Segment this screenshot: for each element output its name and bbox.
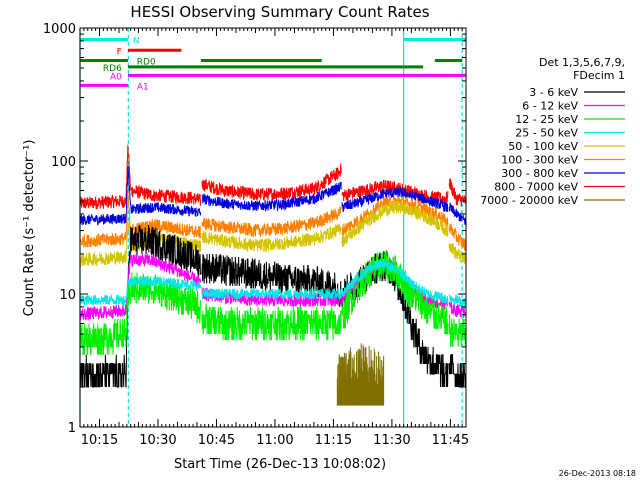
flag-label-3: RD6 bbox=[103, 64, 122, 74]
series-7-segment-3 bbox=[448, 293, 467, 309]
legend-item-label: 800 - 7000 keV bbox=[494, 181, 578, 194]
series-3-segment-1 bbox=[201, 223, 342, 253]
series-4-segment-0 bbox=[80, 224, 202, 388]
y-tick-label: 10 bbox=[59, 288, 76, 303]
x-tick-label: 11:30 bbox=[373, 433, 410, 448]
axes: 1 10 100 1000 10:15 10:30 10:45 11:00 11:15 11:30… bbox=[43, 22, 469, 448]
y-tick-label: 1 bbox=[68, 421, 76, 436]
series-0-segment-0 bbox=[79, 144, 202, 210]
series-6-segment-0 bbox=[79, 272, 202, 356]
legend-item-label: 3 - 6 keV bbox=[529, 86, 578, 99]
legend-item-label: 7000 - 20000 keV bbox=[480, 194, 578, 207]
x-tick-label: 10:15 bbox=[81, 433, 118, 448]
series-5-segment-3 bbox=[448, 301, 467, 319]
legend-item-label: 6 - 12 keV bbox=[522, 100, 578, 113]
series-3-segment-3 bbox=[448, 243, 467, 264]
legend-item-label: 50 - 100 keV bbox=[508, 140, 578, 153]
flag-label-1: F bbox=[117, 47, 122, 57]
series-6-segment-3 bbox=[448, 314, 467, 347]
chart-title: HESSI Observing Summary Count Rates bbox=[130, 3, 429, 21]
y-tick-label: 1000 bbox=[43, 22, 76, 37]
legend-item-label: 300 - 800 keV bbox=[501, 167, 578, 180]
legend-title: FDecim 1 bbox=[573, 69, 625, 82]
x-axis-label: Start Time (26-Dec-13 10:08:02) bbox=[174, 457, 386, 472]
series-0-segment-3 bbox=[448, 178, 467, 207]
x-tick-label: 10:45 bbox=[198, 433, 235, 448]
x-tick-label: 10:30 bbox=[139, 433, 176, 448]
y-tick-label: 100 bbox=[51, 155, 76, 170]
series-7-segment-1 bbox=[201, 287, 342, 301]
x-tick-label: 11:00 bbox=[256, 433, 293, 448]
series-6-segment-1 bbox=[201, 303, 342, 341]
series-2-segment-3 bbox=[449, 223, 467, 253]
plot-frame bbox=[79, 27, 467, 428]
plot-timestamp: 26-Dec-2013 08:18 bbox=[559, 469, 636, 478]
legend-item-label: 25 - 50 keV bbox=[515, 127, 578, 140]
x-tick-label: 11:15 bbox=[315, 433, 352, 448]
y-axis-label: Count Rate (s⁻¹ detector⁻¹) bbox=[22, 140, 37, 317]
series-1-segment-1 bbox=[201, 181, 342, 213]
series-1-segment-3 bbox=[448, 202, 467, 225]
series-0-segment-1 bbox=[201, 163, 342, 202]
flag-label-2: RD0 bbox=[137, 57, 156, 67]
flag-label-5: A1 bbox=[137, 82, 149, 92]
series-2-segment-1 bbox=[201, 206, 342, 237]
flag-label-0: N bbox=[133, 36, 140, 46]
legend-item-label: 100 - 300 keV bbox=[501, 154, 578, 167]
series-5-segment-0 bbox=[79, 253, 202, 321]
series-1-segment-2 bbox=[341, 186, 449, 213]
series-4-segment-1 bbox=[201, 253, 342, 307]
legend-item-label: 12 - 25 keV bbox=[515, 113, 578, 126]
series-6-segment-2 bbox=[341, 249, 449, 335]
series-4-segment-3 bbox=[448, 354, 466, 388]
series-1-segment-0 bbox=[79, 166, 202, 226]
series-7-segment-2 bbox=[341, 258, 449, 305]
series-3-segment-2 bbox=[341, 200, 449, 248]
series-7-segment-0 bbox=[79, 275, 202, 306]
x-tick-label: 11:45 bbox=[432, 433, 469, 448]
flag-label-4: A0 bbox=[110, 72, 122, 82]
legend-title: Det 1,3,5,6,7,9, bbox=[539, 56, 625, 69]
